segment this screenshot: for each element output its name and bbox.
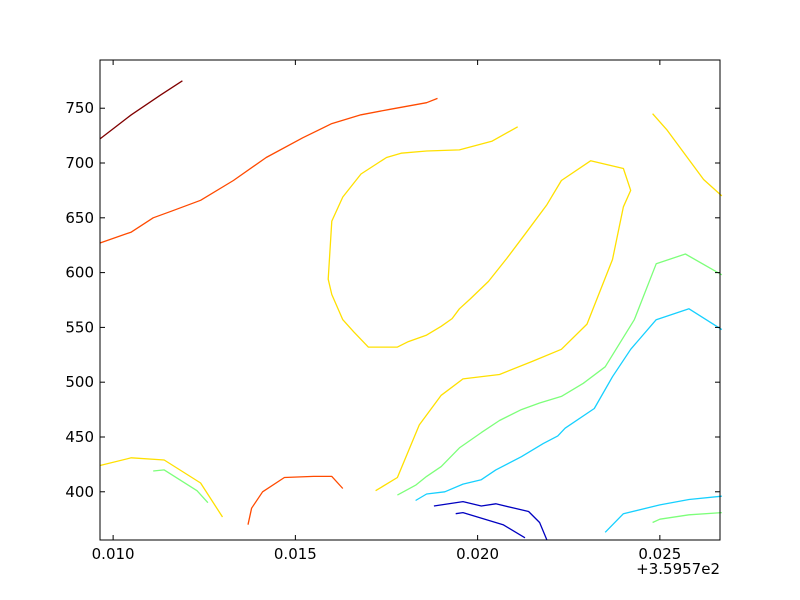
x-tick-label: 0.015 bbox=[274, 545, 317, 563]
contour-line-4-0 bbox=[415, 308, 723, 502]
contour-lines bbox=[99, 80, 723, 541]
contour-line-5-0 bbox=[433, 500, 548, 541]
y-tick-label: 650 bbox=[65, 209, 94, 227]
y-tick-label: 700 bbox=[65, 154, 94, 172]
y-tick-label: 500 bbox=[65, 373, 94, 391]
x-tick-label: 0.010 bbox=[92, 545, 135, 563]
y-tick-label: 750 bbox=[65, 99, 94, 117]
x-tick-label: 0.025 bbox=[638, 545, 681, 563]
y-tick-label: 600 bbox=[65, 264, 94, 282]
y-tick-label: 550 bbox=[65, 318, 94, 336]
contour-line-3-1 bbox=[153, 469, 209, 504]
contour-line-0-0 bbox=[99, 80, 183, 140]
contour-line-5-1 bbox=[455, 511, 526, 539]
contour-line-2-1 bbox=[652, 113, 723, 197]
contour-line-3-0 bbox=[397, 253, 723, 496]
axes-frame bbox=[99, 59, 721, 541]
contour-line-2-2 bbox=[99, 457, 224, 518]
contour-line-2-0 bbox=[327, 126, 632, 492]
x-tick-label: 0.020 bbox=[456, 545, 499, 563]
contour-line-1-1 bbox=[247, 475, 344, 525]
plot-area bbox=[100, 60, 720, 540]
contour-line-4-1 bbox=[604, 495, 722, 533]
y-tick-label: 400 bbox=[65, 483, 94, 501]
contour-line-1-0 bbox=[99, 97, 438, 244]
x-axis-offset-label: +3.5957e2 bbox=[636, 560, 720, 578]
axis-ticks: 0.010 0.015 0.020 0.025 400 450 500 550 600 650 70… bbox=[65, 60, 720, 563]
contour-line-3-2 bbox=[652, 511, 722, 524]
y-tick-label: 450 bbox=[65, 428, 94, 446]
